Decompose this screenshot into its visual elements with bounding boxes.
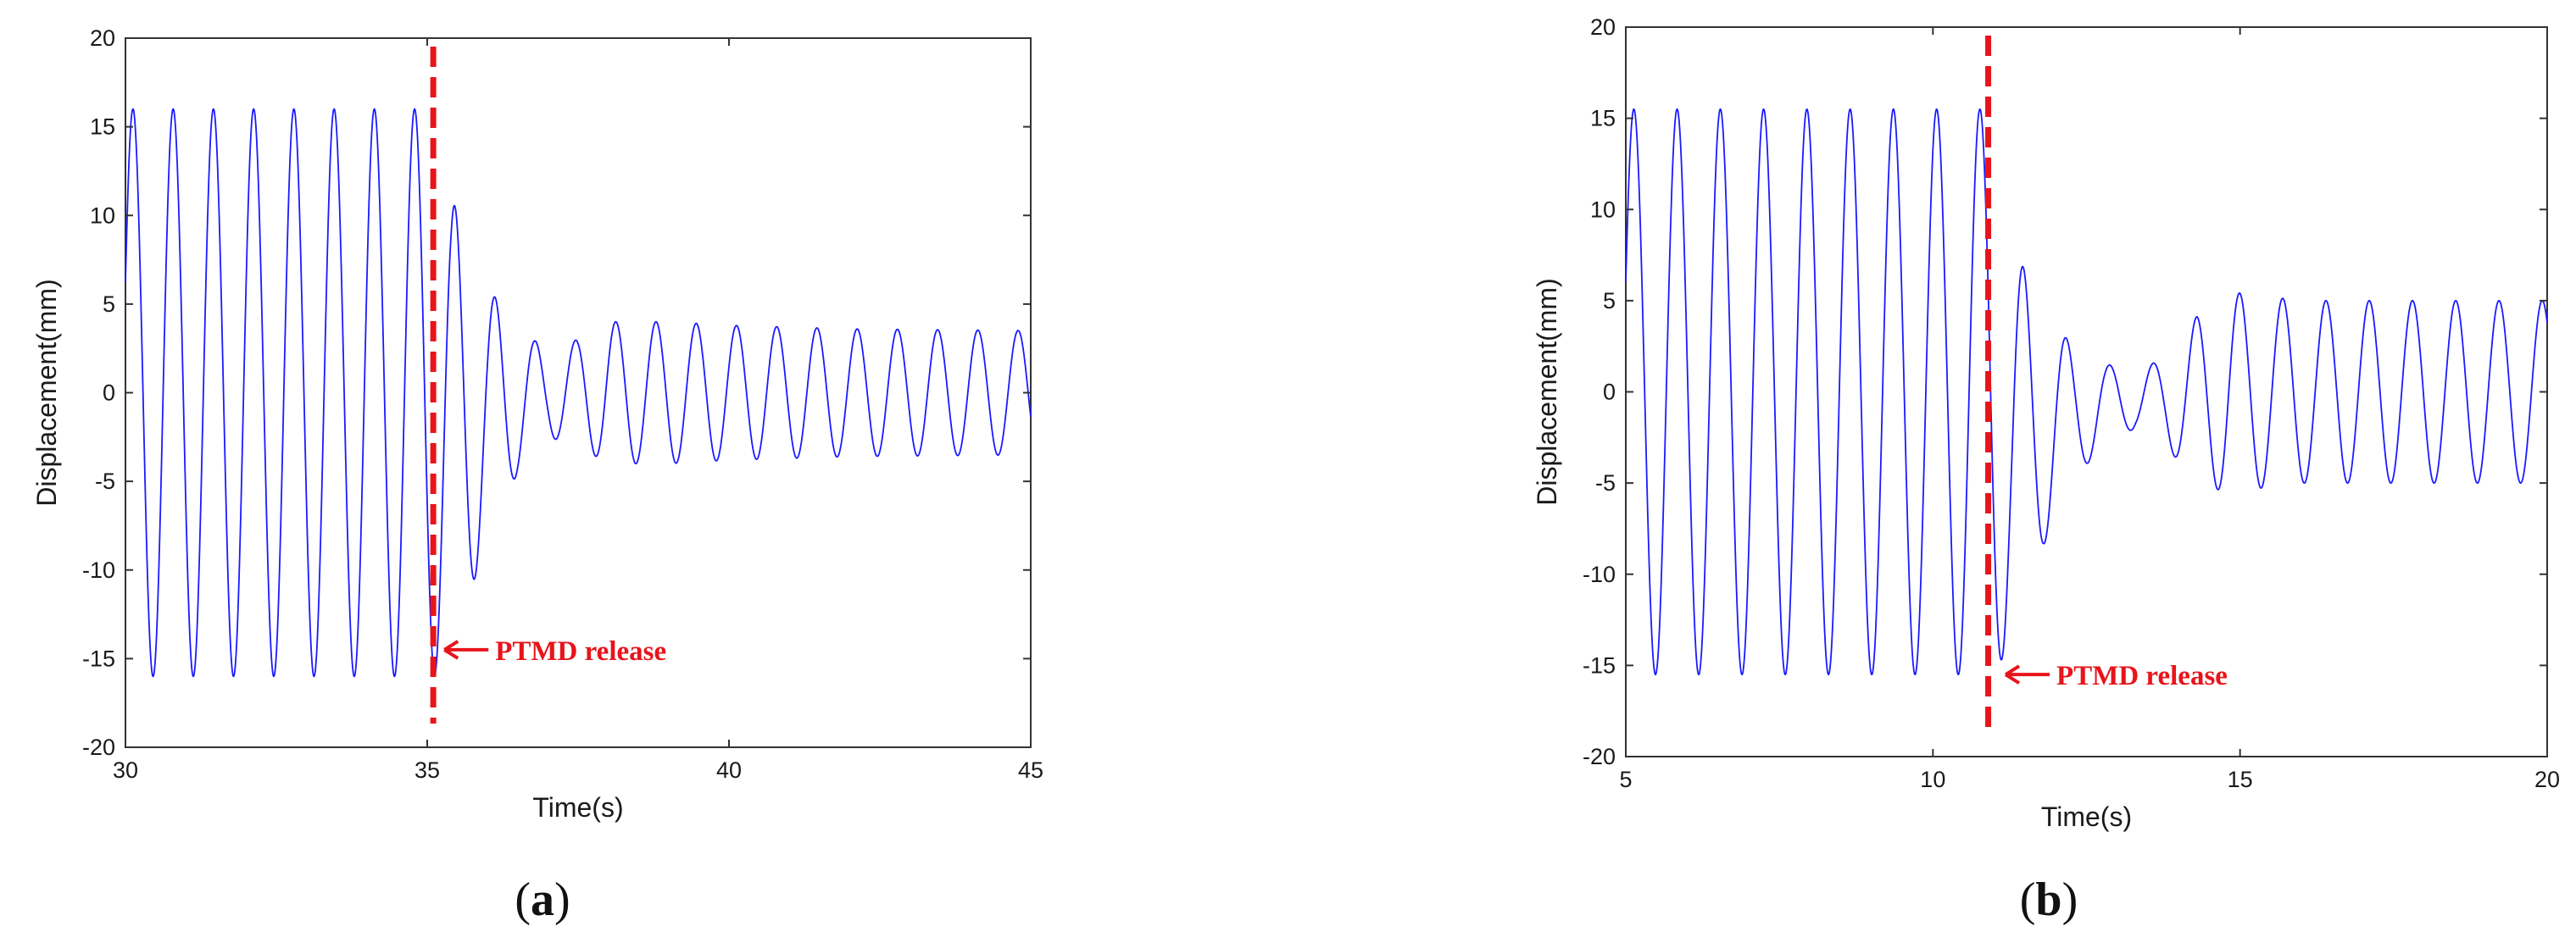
y-tick-label-b-6: 10 — [1590, 197, 1616, 222]
chart-panel-b: Displacement(mm) Time(s) PTMD release (b… — [1532, 14, 2560, 926]
y-tick-label-b-1: -15 — [1583, 652, 1616, 678]
chart-panel-a: Displacement(mm) Time(s) PTMD release (a… — [31, 25, 1043, 926]
y-tick-label-b-4: 0 — [1603, 380, 1616, 405]
panel-caption-a: (a) — [515, 874, 570, 926]
y-tick-label-a-1: -15 — [82, 646, 115, 671]
y-tick-label-b-0: -20 — [1583, 744, 1616, 769]
series-line-b — [1625, 108, 2548, 676]
x-axis-label-b: Time(s) — [2041, 802, 2132, 832]
y-tick-label-b-5: 5 — [1603, 288, 1616, 313]
y-axis-label-b: Displacement(mm) — [1532, 278, 1562, 505]
y-tick-label-a-0: -20 — [82, 735, 115, 760]
panel-caption-letter-b: b — [2035, 874, 2061, 926]
y-tick-label-a-2: -10 — [82, 557, 115, 583]
x-tick-label-a-0: 30 — [113, 757, 138, 783]
y-tick-label-a-7: 15 — [90, 114, 115, 140]
y-tick-label-a-4: 0 — [103, 380, 115, 406]
y-tick-label-a-3: -5 — [95, 469, 115, 494]
x-tick-label-a-3: 45 — [1018, 757, 1043, 783]
y-axis-label-a: Displacement(mm) — [31, 279, 62, 506]
y-tick-label-b-2: -10 — [1583, 562, 1616, 587]
annotation-arrowhead-a — [443, 640, 459, 660]
y-tick-label-a-8: 20 — [90, 25, 115, 51]
y-tick-label-a-6: 10 — [90, 202, 115, 228]
x-axis-label-a: Time(s) — [532, 792, 623, 823]
panel-caption-letter-a: a — [531, 874, 554, 926]
plot-frame-b — [1625, 26, 2548, 757]
y-tick-label-b-8: 20 — [1590, 14, 1616, 40]
y-tick-label-b-7: 15 — [1590, 106, 1616, 131]
y-tick-label-a-5: 5 — [103, 291, 115, 317]
annotation-ptmd-release-a: PTMD release — [495, 636, 666, 667]
x-tick-label-b-3: 20 — [2534, 767, 2560, 792]
x-tick-label-a-2: 40 — [716, 757, 742, 783]
annotation-ptmd-release-b: PTMD release — [2056, 661, 2228, 691]
annotation-arrowhead-b — [2004, 664, 2021, 685]
panel-caption-b: (b) — [2020, 874, 2078, 926]
plot-area-b — [1625, 36, 2548, 733]
plot-area-a — [125, 47, 1032, 724]
x-tick-label-a-1: 35 — [414, 757, 440, 783]
series-line-a — [125, 108, 1032, 678]
y-tick-label-b-3: -5 — [1595, 470, 1616, 496]
x-tick-label-b-1: 10 — [1920, 767, 1945, 792]
x-tick-label-b-0: 5 — [1619, 767, 1632, 792]
x-tick-label-b-2: 15 — [2228, 767, 2253, 792]
